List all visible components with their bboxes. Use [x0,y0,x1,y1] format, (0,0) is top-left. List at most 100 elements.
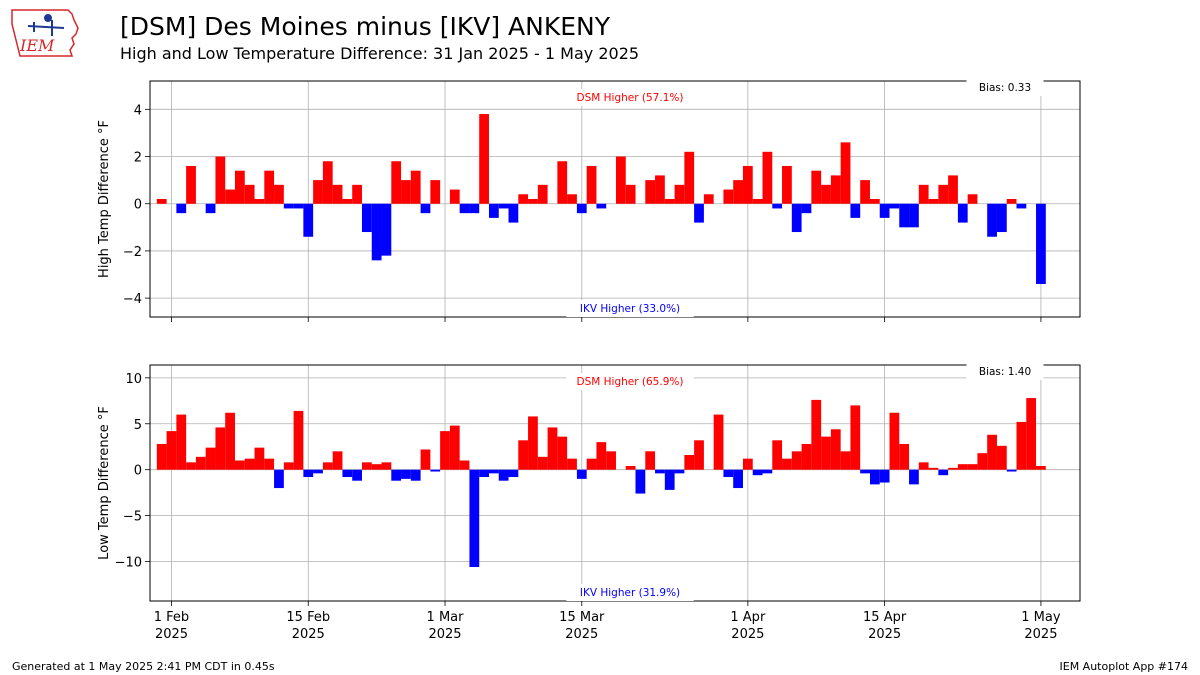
bar [996,445,1007,470]
bar [518,440,529,470]
bar [205,447,216,470]
bar [254,447,265,470]
bar [586,458,597,470]
bar [938,184,949,204]
bar [811,399,822,470]
dsm-higher-label-box [566,89,694,106]
bar [899,443,910,470]
bar [283,203,294,209]
x-tick-label: 15 Feb [286,610,330,625]
bar [176,203,187,214]
bar [186,165,196,204]
bar [801,203,812,214]
y-tick-label: 2 [134,151,142,166]
bar [264,170,275,204]
bar [762,151,773,204]
bar [1016,203,1027,209]
bar [459,460,470,470]
bar [869,199,880,204]
x-tick-label-year: 2025 [868,627,901,642]
x-tick-label: 1 Apr [730,610,766,625]
y-tick-label: 10 [125,372,142,387]
bar [840,142,851,204]
dsm-higher-label-box [566,373,694,390]
bar [879,469,890,483]
dsm-higher-label: DSM Higher (65.9%) [577,376,684,388]
bar [371,203,382,261]
bar [850,203,861,218]
bias-label-box [966,79,1044,96]
bar [1026,398,1037,470]
x-tick-label-year: 2025 [1024,627,1057,642]
bar [332,451,343,470]
bar [449,425,460,470]
bar [840,451,851,470]
bar [410,469,421,481]
y-axis-label: High Temp Difference °F [97,120,112,278]
bar [909,203,919,228]
bar [225,189,235,204]
bar [176,414,187,470]
bar [821,436,831,470]
bar [361,462,372,470]
bar [567,194,577,204]
bar [918,184,929,204]
bar [889,203,900,209]
bar [186,462,196,470]
bar [313,469,323,474]
chart-subtitle: High and Low Temperature Difference: 31 … [120,44,640,63]
bar [977,453,988,470]
bar [674,469,685,474]
bar [723,469,734,478]
bar [234,170,245,204]
bar [938,469,949,476]
ikv-higher-label-box [566,584,694,601]
bar [860,180,870,204]
bar [195,456,206,470]
chart-panel-1: −4 −2 0 2 4 DSM Higher (57.1%) IKV Higher (33.… [97,79,1081,322]
dsm-higher-label: DSM Higher (57.1%) [577,92,684,104]
bar [166,431,177,470]
bar [606,451,616,470]
bar [479,469,489,478]
bar [879,203,890,218]
bar [684,454,695,470]
bar [869,469,880,485]
bar [332,184,343,204]
x-tick-label-year: 2025 [428,627,461,642]
bar [488,469,499,474]
y-tick-label: 5 [134,418,142,433]
bar [948,175,958,204]
bar [909,469,919,485]
bar [772,440,783,470]
bar [576,469,587,479]
bar [254,199,265,204]
x-tick-label-year: 2025 [155,627,188,642]
bar [401,180,411,204]
bar [772,203,783,209]
bar [215,427,226,470]
x-tick-label-year: 2025 [731,627,764,642]
bar [596,203,607,209]
x-tick-label: 15 Apr [863,610,907,625]
bar [645,180,656,204]
bar [586,165,597,204]
bar [440,431,450,470]
y-axis-label: Low Temp Difference °F [97,406,112,560]
bar [469,469,480,568]
bar [420,203,431,214]
bar [401,469,411,479]
bar [518,194,529,204]
y-tick-label: 4 [134,103,142,118]
bar [967,464,978,470]
bar [957,203,968,223]
bar [528,199,538,204]
x-tick-label: 1 Mar [427,610,465,625]
bar [303,469,314,478]
bar [508,469,519,478]
bar [342,469,353,478]
y-tick-label: −10 [115,556,142,571]
bar [352,469,362,481]
bar [537,184,548,204]
bar [430,180,441,204]
